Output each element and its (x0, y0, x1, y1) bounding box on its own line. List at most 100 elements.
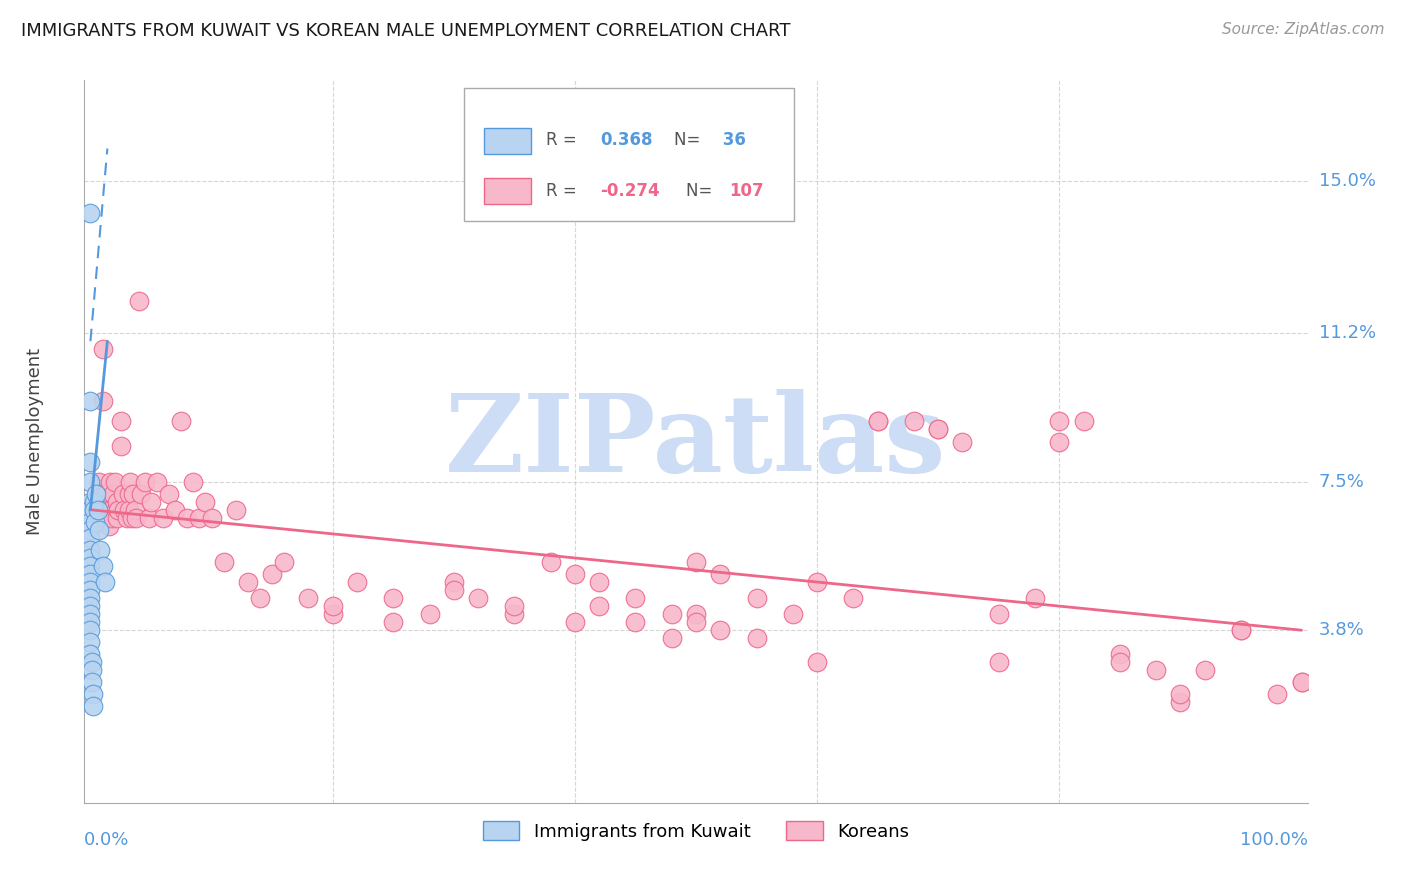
Point (1108, 648, 1130, 662)
Point (79, 523, 101, 537)
Point (443, 574, 465, 589)
Point (1144, 664, 1167, 678)
Point (94, 574, 117, 589)
Point (79, 615, 101, 630)
Point (96, 502, 118, 516)
Point (176, 510, 198, 524)
Point (540, 555, 562, 569)
Point (225, 502, 247, 516)
Point (79, 574, 101, 589)
Point (121, 487, 143, 501)
Text: 0.368: 0.368 (600, 131, 652, 149)
Point (112, 502, 135, 516)
Text: 36: 36 (717, 131, 745, 149)
Point (104, 475, 127, 489)
Text: 100.0%: 100.0% (1240, 830, 1308, 848)
Point (1230, 623, 1253, 637)
Point (115, 510, 138, 524)
Legend: Immigrants from Kuwait, Koreans: Immigrants from Kuwait, Koreans (475, 814, 917, 848)
Point (1291, 675, 1313, 690)
Point (79, 583, 101, 598)
Point (903, 414, 925, 428)
Point (90, 487, 112, 501)
Point (588, 599, 610, 614)
Text: 11.2%: 11.2% (1319, 324, 1376, 343)
Point (987, 607, 1010, 621)
Point (84, 515, 107, 529)
Point (382, 591, 405, 606)
Point (249, 591, 271, 606)
Point (212, 555, 235, 569)
Point (107, 502, 129, 516)
Point (82, 699, 104, 714)
Text: N=: N= (673, 131, 706, 149)
Point (685, 615, 707, 630)
Point (467, 591, 489, 606)
Point (1108, 655, 1130, 669)
Point (112, 487, 135, 501)
Point (79, 623, 101, 637)
Point (91, 342, 114, 356)
Point (1194, 664, 1216, 678)
Point (661, 607, 683, 621)
Point (273, 555, 295, 569)
Point (165, 502, 187, 516)
Point (624, 615, 647, 630)
Point (1073, 414, 1095, 428)
Point (118, 502, 141, 516)
Point (927, 423, 949, 437)
Point (86, 487, 108, 501)
Point (745, 632, 768, 646)
Point (79, 551, 101, 566)
Point (146, 475, 169, 489)
Text: -0.274: -0.274 (600, 182, 661, 200)
Point (138, 510, 160, 524)
Point (79, 515, 101, 529)
Point (382, 615, 405, 630)
Text: IMMIGRANTS FROM KUWAIT VS KOREAN MALE UNEMPLOYMENT CORRELATION CHART: IMMIGRANTS FROM KUWAIT VS KOREAN MALE UN… (21, 22, 790, 40)
Point (118, 487, 141, 501)
Point (79, 475, 101, 489)
Text: R =: R = (546, 182, 582, 200)
Point (129, 487, 152, 501)
Point (79, 454, 101, 469)
Point (103, 487, 125, 501)
Point (79, 542, 101, 557)
Point (79, 502, 101, 516)
Point (79, 494, 101, 508)
Point (1265, 687, 1288, 701)
Point (443, 583, 465, 598)
Point (661, 632, 683, 646)
Point (503, 599, 526, 614)
Point (170, 414, 193, 428)
Point (418, 607, 440, 621)
Point (842, 591, 865, 606)
Point (124, 502, 146, 516)
Point (709, 567, 731, 582)
Point (86, 502, 108, 516)
Point (183, 475, 205, 489)
Point (105, 510, 128, 524)
Point (79, 205, 101, 219)
Point (89, 542, 111, 557)
Point (83, 494, 105, 508)
Point (79, 648, 101, 662)
Point (685, 555, 707, 569)
Point (806, 655, 828, 669)
Point (79, 599, 101, 614)
Point (194, 494, 217, 508)
Point (866, 414, 889, 428)
Point (188, 510, 211, 524)
Point (101, 510, 124, 524)
FancyBboxPatch shape (464, 87, 794, 221)
Point (96, 487, 118, 501)
Point (782, 607, 804, 621)
Point (685, 607, 707, 621)
Point (927, 423, 949, 437)
Point (709, 623, 731, 637)
Point (1291, 675, 1313, 690)
Point (83, 502, 105, 516)
Point (200, 510, 222, 524)
Point (94, 502, 117, 516)
Point (79, 607, 101, 621)
